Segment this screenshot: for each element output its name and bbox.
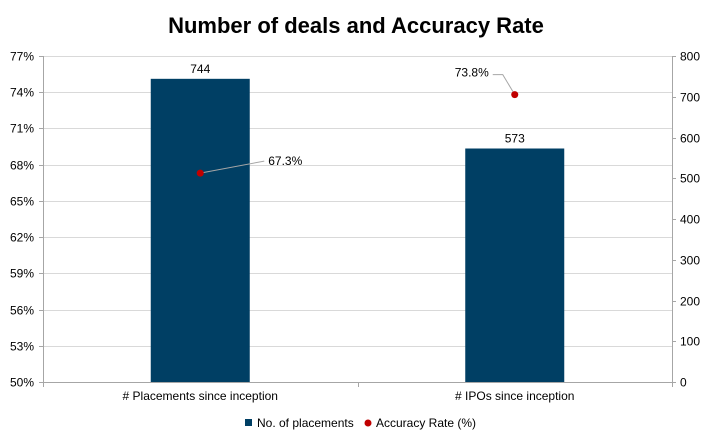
accuracy-points: 67.3% 73.8%: [196, 66, 519, 177]
chart-title: Number of deals and Accuracy Rate: [168, 13, 544, 38]
right-axis-tick-label: 200: [680, 295, 700, 309]
right-axis-tick-label: 800: [680, 50, 700, 64]
left-axis-tick-label: 53%: [10, 340, 34, 354]
category-label: # IPOs since inception: [455, 389, 574, 403]
bar-data-label: 573: [505, 132, 525, 146]
accuracy-point: [511, 91, 519, 99]
leader-line: [492, 74, 516, 95]
left-axis-tick-label: 74%: [10, 86, 34, 100]
bar-data-label: 744: [190, 62, 210, 76]
gridlines: [43, 56, 672, 383]
legend-swatch-bar: [245, 419, 252, 426]
left-axis-tick-label: 77%: [10, 50, 34, 64]
leader-line: [200, 160, 265, 174]
right-axis-tick-label: 700: [680, 91, 700, 105]
bars: 744 573: [150, 62, 565, 382]
left-axis-tick-label: 50%: [10, 376, 34, 390]
left-axis-tick-label: 59%: [10, 267, 34, 281]
left-axis-tick-label: 62%: [10, 231, 34, 245]
accuracy-data-label: 67.3%: [268, 154, 302, 168]
right-axis-tick-label: 100: [680, 335, 700, 349]
accuracy-point: [196, 169, 204, 177]
right-axis-tick-label: 400: [680, 213, 700, 227]
axes: 50% 53% 56% 59% 62% 65% 68% 71% 74% 77% 0 100 200 300…: [10, 50, 700, 404]
legend-label: Accuracy Rate (%): [376, 416, 476, 430]
right-axis-tick-label: 0: [680, 376, 687, 390]
accuracy-data-label: 73.8%: [455, 66, 489, 80]
right-axis-tick-label: 300: [680, 254, 700, 268]
right-axis-tick-label: 500: [680, 172, 700, 186]
bar: [465, 148, 565, 382]
category-label: # Placements since inception: [123, 389, 278, 403]
legend-label: No. of placements: [257, 416, 354, 430]
legend: No. of placements Accuracy Rate (%): [245, 416, 476, 430]
bar: [150, 78, 250, 382]
left-axis-tick-label: 65%: [10, 195, 34, 209]
legend-swatch-point: [364, 419, 372, 427]
left-axis-tick-label: 68%: [10, 159, 34, 173]
left-axis-tick-label: 56%: [10, 304, 34, 318]
right-axis-tick-label: 600: [680, 132, 700, 146]
left-axis-tick-label: 71%: [10, 122, 34, 136]
